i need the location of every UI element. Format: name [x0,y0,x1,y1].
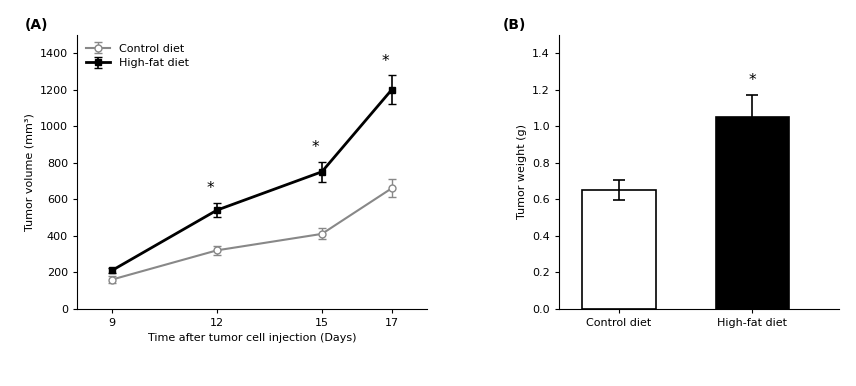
Text: (B): (B) [503,18,526,32]
Bar [716,117,789,309]
Y-axis label: Tumor volume (mm³): Tumor volume (mm³) [24,113,34,231]
Text: *: * [382,54,389,69]
Y-axis label: Tumor weight (g): Tumor weight (g) [517,124,526,219]
Text: (A): (A) [25,18,48,32]
Legend: Control diet, High-fat diet: Control diet, High-fat diet [82,40,193,72]
Text: *: * [312,141,319,155]
X-axis label: Time after tumor cell injection (Days): Time after tumor cell injection (Days) [148,334,356,344]
Bar [582,190,656,309]
Text: *: * [206,181,214,196]
Text: *: * [748,73,756,88]
